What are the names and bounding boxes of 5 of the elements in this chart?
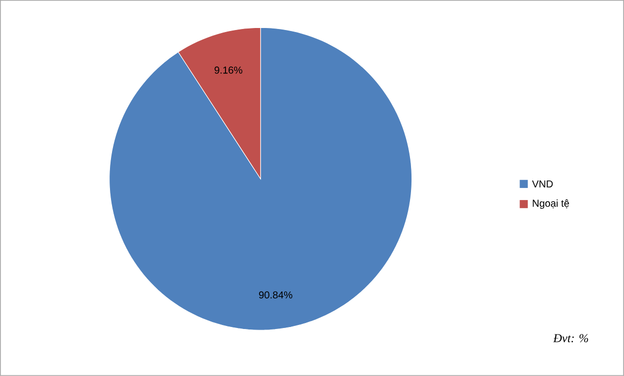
data-label: 9.16%	[214, 66, 242, 74]
data-label: 90.84%	[259, 291, 292, 299]
legend-label: Ngoại tệ	[532, 199, 569, 209]
text: Đvt: %	[553, 334, 588, 342]
legend-label: VND	[532, 180, 553, 188]
